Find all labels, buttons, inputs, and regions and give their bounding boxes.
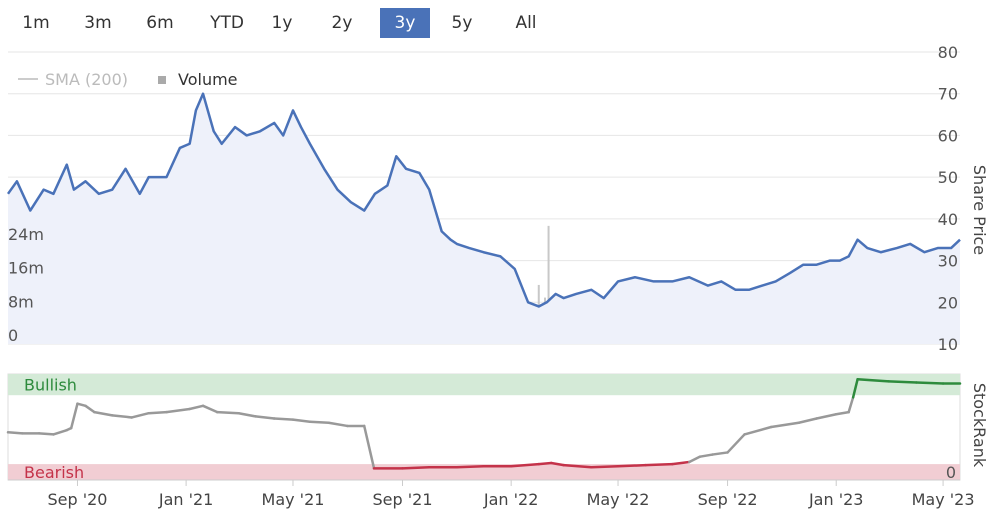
stockrank-line-segment xyxy=(698,453,714,458)
stockrank-line-segment xyxy=(509,462,541,468)
price-tick-label: 70 xyxy=(938,85,958,104)
bearish-label: Bearish xyxy=(24,463,84,482)
stockrank-line-segment xyxy=(147,410,168,415)
range-button-6m[interactable]: 6m xyxy=(146,13,174,33)
stockrank-line-segment xyxy=(52,428,69,436)
legend-volume-label[interactable]: Volume xyxy=(178,70,238,89)
stockrank-line-segment xyxy=(815,413,838,420)
price-axis-title: Share Price xyxy=(970,165,989,255)
range-button-all[interactable]: All xyxy=(515,13,537,33)
stockrank-line-segment xyxy=(644,462,674,467)
stockrank-line-segment xyxy=(362,424,376,470)
price-tick-label: 20 xyxy=(938,293,958,312)
stockrank-line-segment xyxy=(308,420,330,425)
volume-tick-label: 24m xyxy=(8,225,44,244)
stockrank-line-segment xyxy=(851,378,859,399)
x-tick-label: Jan '21 xyxy=(158,490,214,509)
x-tick-label: Sep '20 xyxy=(47,490,107,509)
stockrank-line-segment xyxy=(254,415,276,420)
stockrank-line-segment xyxy=(834,410,850,416)
stockrank-line-segment xyxy=(110,414,134,419)
volume-tick-label: 0 xyxy=(8,326,18,345)
stockrank-line-segment xyxy=(455,464,485,469)
legend[interactable]: SMA (200) Volume xyxy=(18,70,238,89)
stockrank-line-segment xyxy=(76,402,87,408)
x-tick-label: May '21 xyxy=(262,490,325,509)
range-button-3y[interactable]: 3y xyxy=(380,8,430,38)
volume-tick-label: 8m xyxy=(8,292,34,311)
volume-y-axis: 0 8m 16m 24m xyxy=(8,225,44,345)
bullish-band xyxy=(8,374,960,396)
stockrank-line-segment xyxy=(216,410,240,415)
stockrank-line-segment xyxy=(237,411,257,418)
stockrank-line-segment xyxy=(93,410,114,417)
volume-bar xyxy=(547,225,550,344)
stockrank-line-segment xyxy=(671,460,691,466)
stockrank-line-segment xyxy=(847,396,855,414)
stockrank-line-segment xyxy=(887,380,918,384)
price-tick-label: 50 xyxy=(938,168,958,187)
stockrank-line-segment xyxy=(273,417,295,421)
bullish-label: Bullish xyxy=(24,376,77,395)
price-y-axis: 10 20 30 40 50 60 70 80 xyxy=(938,43,958,354)
x-tick-label: May '23 xyxy=(912,490,975,509)
stockrank-line-segment xyxy=(130,411,150,419)
stockrank-line-segment xyxy=(6,431,24,435)
price-tick-label: 60 xyxy=(938,126,958,145)
stockrank-line-segment xyxy=(590,464,620,469)
bearish-band xyxy=(8,464,960,480)
stockrank-line-segment xyxy=(769,421,801,429)
range-button-3m[interactable]: 3m xyxy=(84,13,112,33)
range-button-1m[interactable]: 1m xyxy=(22,13,50,33)
price-line xyxy=(6,92,961,308)
price-tick-label: 80 xyxy=(938,43,958,62)
volume-tick-label: 16m xyxy=(8,259,44,278)
volume-legend-icon xyxy=(158,76,166,84)
x-tick-label: Jan '23 xyxy=(808,490,864,509)
range-selector: 1m 3m 6m YTD 1y 2y 3y 5y All xyxy=(0,0,560,44)
stockrank-line-segment xyxy=(616,463,647,468)
stockrank-line-segment xyxy=(37,432,55,436)
stockrank-line-segment xyxy=(562,463,593,469)
stockrank-line-segment xyxy=(327,421,349,428)
stockrank-line-segment xyxy=(549,461,565,467)
stockrank-line-segment xyxy=(711,451,729,456)
price-tick-label: 30 xyxy=(938,252,958,271)
range-button-ytd[interactable]: YTD xyxy=(210,13,244,33)
stockrank-line-segment xyxy=(797,417,818,425)
stockrank-panel: Bullish Bearish 0 xyxy=(6,373,962,482)
x-tick-label: Sep '22 xyxy=(698,490,758,509)
x-axis: Sep '20 Jan '21 May '21 Sep '21 Jan '22 May '… xyxy=(8,479,975,509)
range-button-1y[interactable]: 1y xyxy=(271,13,293,33)
price-series xyxy=(6,92,961,344)
stockrank-line-segment xyxy=(291,418,312,423)
legend-sma-label[interactable]: SMA (200) xyxy=(45,70,128,89)
stockrank-line-segment xyxy=(201,404,219,414)
price-tick-label: 10 xyxy=(938,335,958,354)
stockrank-line-segment xyxy=(688,455,702,464)
x-tick-label: Sep '21 xyxy=(373,490,433,509)
stockrank-line-segment xyxy=(856,378,891,383)
stockrank-line-segment xyxy=(537,461,553,466)
range-button-2y[interactable]: 2y xyxy=(331,13,353,33)
stockrank-line-segment xyxy=(69,402,79,430)
rank-axis-title: StockRank xyxy=(970,383,989,468)
stockrank-line-segment xyxy=(743,425,773,436)
stockrank-line-segment xyxy=(188,404,205,411)
price-tick-label: 40 xyxy=(938,210,958,229)
stockrank-line-segment xyxy=(401,466,431,470)
stockrank-line-segment xyxy=(84,404,96,414)
stockrank-line-segment xyxy=(915,381,945,385)
price-area xyxy=(8,93,960,344)
rank-tick-label: 0 xyxy=(946,463,956,482)
x-tick-label: May '22 xyxy=(587,490,650,509)
x-tick-label: Jan '22 xyxy=(483,490,539,509)
stockrank-line-segment xyxy=(726,433,746,454)
stockrank-line-segment xyxy=(165,407,191,414)
range-button-5y[interactable]: 5y xyxy=(451,13,473,33)
